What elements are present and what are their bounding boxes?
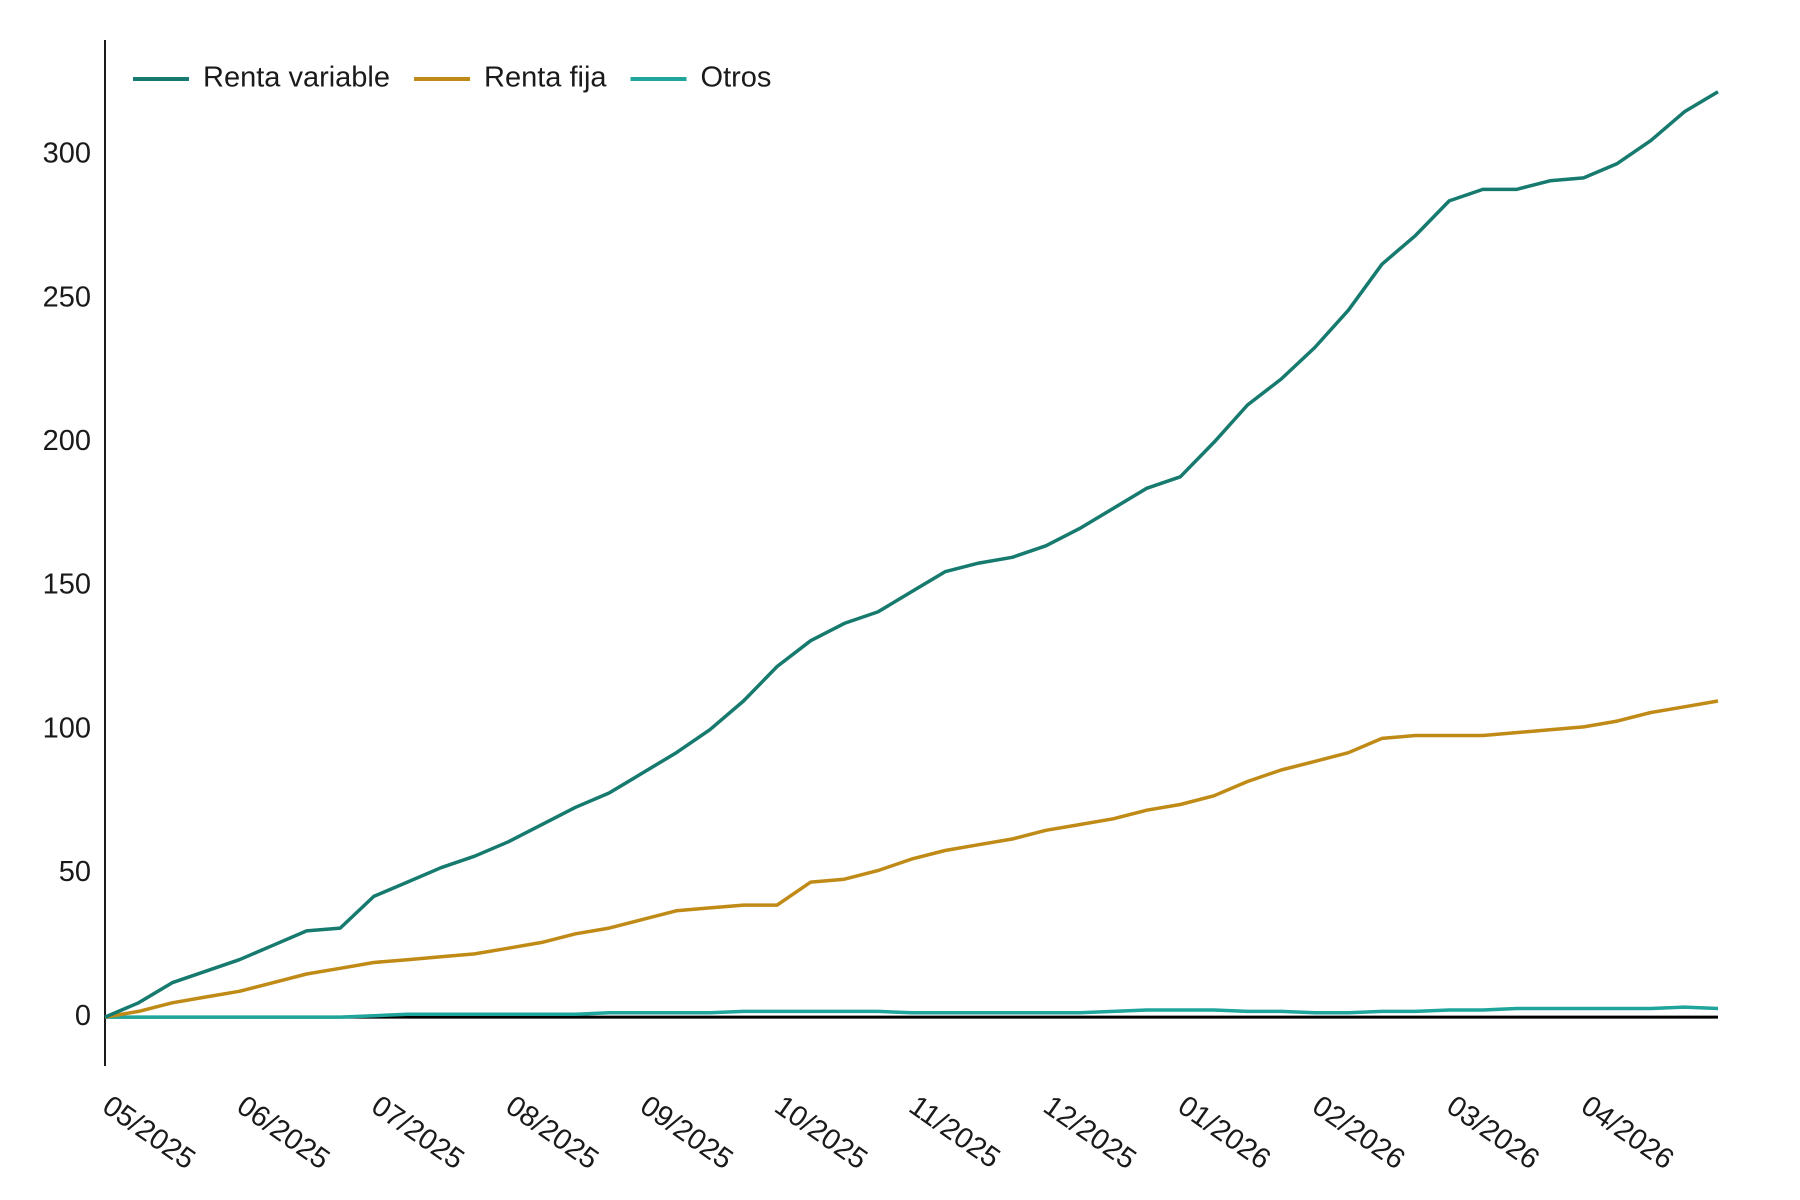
x-tick-label: 07/2025 [365,1090,469,1176]
legend-label: Renta variable [203,62,390,94]
y-tick-label: 0 [75,1000,91,1032]
y-tick-label: 50 [59,856,91,888]
series-line [105,1005,1719,1019]
x-tick-label: 03/2026 [1441,1090,1545,1176]
y-tick-label: 150 [43,569,91,601]
x-tick-label: 10/2025 [769,1090,873,1176]
y-tick-label: 300 [43,138,91,170]
x-tick-label: 09/2025 [634,1090,738,1176]
y-tick-label: 100 [43,712,91,744]
x-tick-label: 11/2025 [903,1090,1005,1175]
x-tick-label: 01/2026 [1172,1090,1276,1176]
y-tick-label: 250 [43,281,91,313]
x-tick-label: 05/2025 [97,1090,201,1176]
x-tick-label: 02/2026 [1306,1090,1410,1176]
x-tick-label: 12/2025 [1038,1090,1142,1176]
legend-label: Renta fija [484,62,607,94]
x-tick-label: 06/2025 [231,1090,335,1176]
x-tick-label: 08/2025 [500,1090,604,1176]
legend-label: Otros [701,62,772,94]
x-tick-label: 04/2026 [1575,1090,1679,1176]
y-tick-label: 200 [43,425,91,457]
series-line [104,699,1719,1019]
series-line [104,90,1719,1019]
